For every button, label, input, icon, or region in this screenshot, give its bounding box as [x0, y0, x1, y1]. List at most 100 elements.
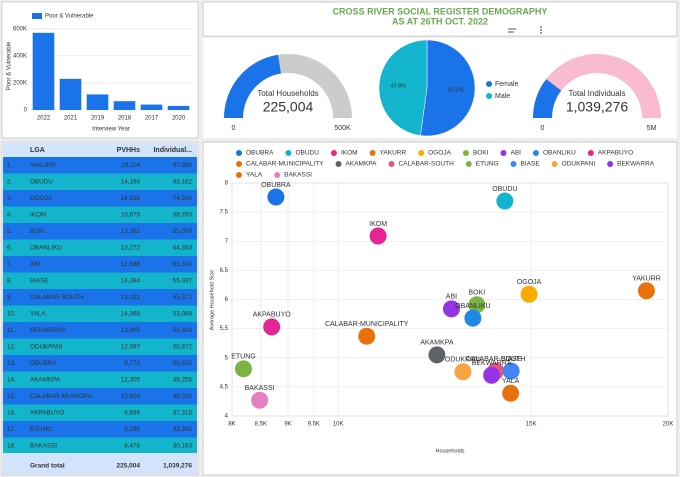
table-cell: 13,382 — [121, 228, 141, 235]
table-cell: 8,773 — [124, 360, 140, 367]
point-label: ABI — [446, 294, 457, 301]
point-label: OBUBRA — [261, 182, 291, 189]
table-cell: OGOJA — [30, 195, 53, 202]
table-cell: 4. — [7, 211, 13, 218]
table-cell: 1. — [7, 162, 13, 169]
table-row-bg — [3, 272, 197, 289]
menu-icon[interactable] — [540, 26, 542, 34]
table-cell: 8,696 — [124, 409, 140, 416]
table-cell: 14,194 — [121, 178, 141, 185]
bar — [167, 105, 190, 110]
table-cell: 7. — [7, 261, 13, 268]
table-cell: 13,922 — [121, 294, 141, 301]
x-tick-label: 9K — [284, 422, 291, 428]
table-cell: 53,089 — [173, 310, 193, 317]
column-header: Individual... — [153, 147, 192, 154]
gauge-value-label: 225,004 — [263, 99, 314, 115]
column-header: LGA — [30, 147, 45, 154]
point — [502, 362, 520, 380]
pie-value-label: 47.8% — [390, 83, 406, 89]
sort-icon[interactable] — [508, 28, 516, 33]
legend-swatch — [587, 150, 594, 156]
point — [234, 360, 252, 378]
table-row-bg — [3, 239, 197, 256]
legend-swatch — [510, 161, 517, 167]
table-cell: 10,875 — [121, 211, 141, 218]
point — [496, 192, 514, 210]
gauge-value — [533, 79, 562, 118]
point — [468, 296, 486, 314]
point — [369, 227, 387, 245]
table-cell: 12,305 — [121, 376, 141, 383]
table-row-bg — [3, 322, 197, 339]
table-cell: BEKWARRA — [30, 327, 67, 334]
table-cell: 74,916 — [173, 195, 193, 202]
table-cell: 13,805 — [121, 327, 141, 334]
legend-label: YALA — [246, 172, 263, 179]
legend-label: ABI — [510, 150, 521, 157]
table-row-bg — [3, 338, 197, 355]
point-label: AKAMKPA — [420, 340, 454, 347]
point — [263, 318, 281, 336]
y-tick-label: 200K — [13, 81, 27, 87]
point — [454, 363, 472, 381]
bar — [86, 94, 109, 110]
legend-swatch — [236, 150, 242, 156]
table-cell: YALA — [30, 310, 46, 317]
x-tick-label: 2020 — [172, 116, 186, 122]
table-row-bg — [3, 173, 197, 190]
table-cell: 8. — [7, 277, 13, 284]
table-cell: BAKASSI — [30, 442, 57, 449]
point — [520, 285, 538, 303]
legend-label: OGOJA — [428, 150, 451, 157]
table-cell: 14,936 — [121, 195, 141, 202]
table-cell: ETUNG — [30, 426, 52, 433]
legend-swatch — [462, 150, 469, 156]
table-cell: 64,383 — [173, 244, 193, 251]
table-cell: 93,182 — [173, 178, 193, 185]
pie-value-label: 52.2% — [448, 87, 464, 93]
table-row-bg — [3, 437, 197, 454]
table-row-bg — [3, 355, 197, 372]
x-tick-label: 8K — [228, 422, 235, 428]
x-tick-label: 9.5K — [308, 422, 320, 428]
table-cell: AKPABUYO — [30, 409, 64, 416]
table-footer-cell: 1,039,276 — [163, 463, 192, 470]
x-axis-label: Interview Year — [92, 127, 130, 133]
table-cell: 12,688 — [121, 261, 141, 268]
x-tick-label: 2019 — [91, 116, 105, 122]
table-cell: 8,478 — [124, 442, 140, 449]
table-cell: 97,980 — [173, 162, 193, 169]
table-row-bg — [3, 305, 197, 322]
table-cell: 16. — [7, 409, 16, 416]
gauge-track — [533, 54, 661, 118]
legend-label: OBUDU — [295, 150, 319, 157]
table-cell: AKAMKPA — [30, 376, 61, 383]
point — [428, 346, 446, 364]
legend-swatch — [236, 161, 242, 167]
point — [637, 282, 655, 300]
table-cell: 13,272 — [121, 244, 141, 251]
table-cell: 11. — [7, 327, 16, 334]
legend-label: Male — [495, 93, 510, 100]
legend-swatch — [465, 161, 472, 167]
table-footer-cell: 225,004 — [117, 463, 141, 470]
point-label: ETUNG — [231, 354, 256, 361]
legend-swatch — [607, 161, 614, 167]
legend-swatch — [532, 150, 539, 156]
y-axis-label: Poor & Vulnerable — [7, 41, 13, 90]
bar — [113, 101, 136, 110]
point — [251, 391, 269, 409]
table-cell: 48,010 — [173, 393, 193, 400]
table-cell: 50,872 — [173, 343, 193, 350]
table-cell: 65,050 — [173, 228, 193, 235]
table-cell: ABI — [30, 261, 40, 268]
legend-swatch — [486, 93, 492, 99]
table-cell: ODUKPANI — [30, 343, 63, 350]
table-cell: 19,114 — [121, 162, 140, 169]
table-cell: OBUBRA — [30, 360, 57, 367]
table-cell: 50,615 — [173, 360, 193, 367]
x-tick-label: 2017 — [145, 116, 159, 122]
table-row-bg — [3, 190, 197, 207]
table-cell: 10,618 — [121, 393, 141, 400]
